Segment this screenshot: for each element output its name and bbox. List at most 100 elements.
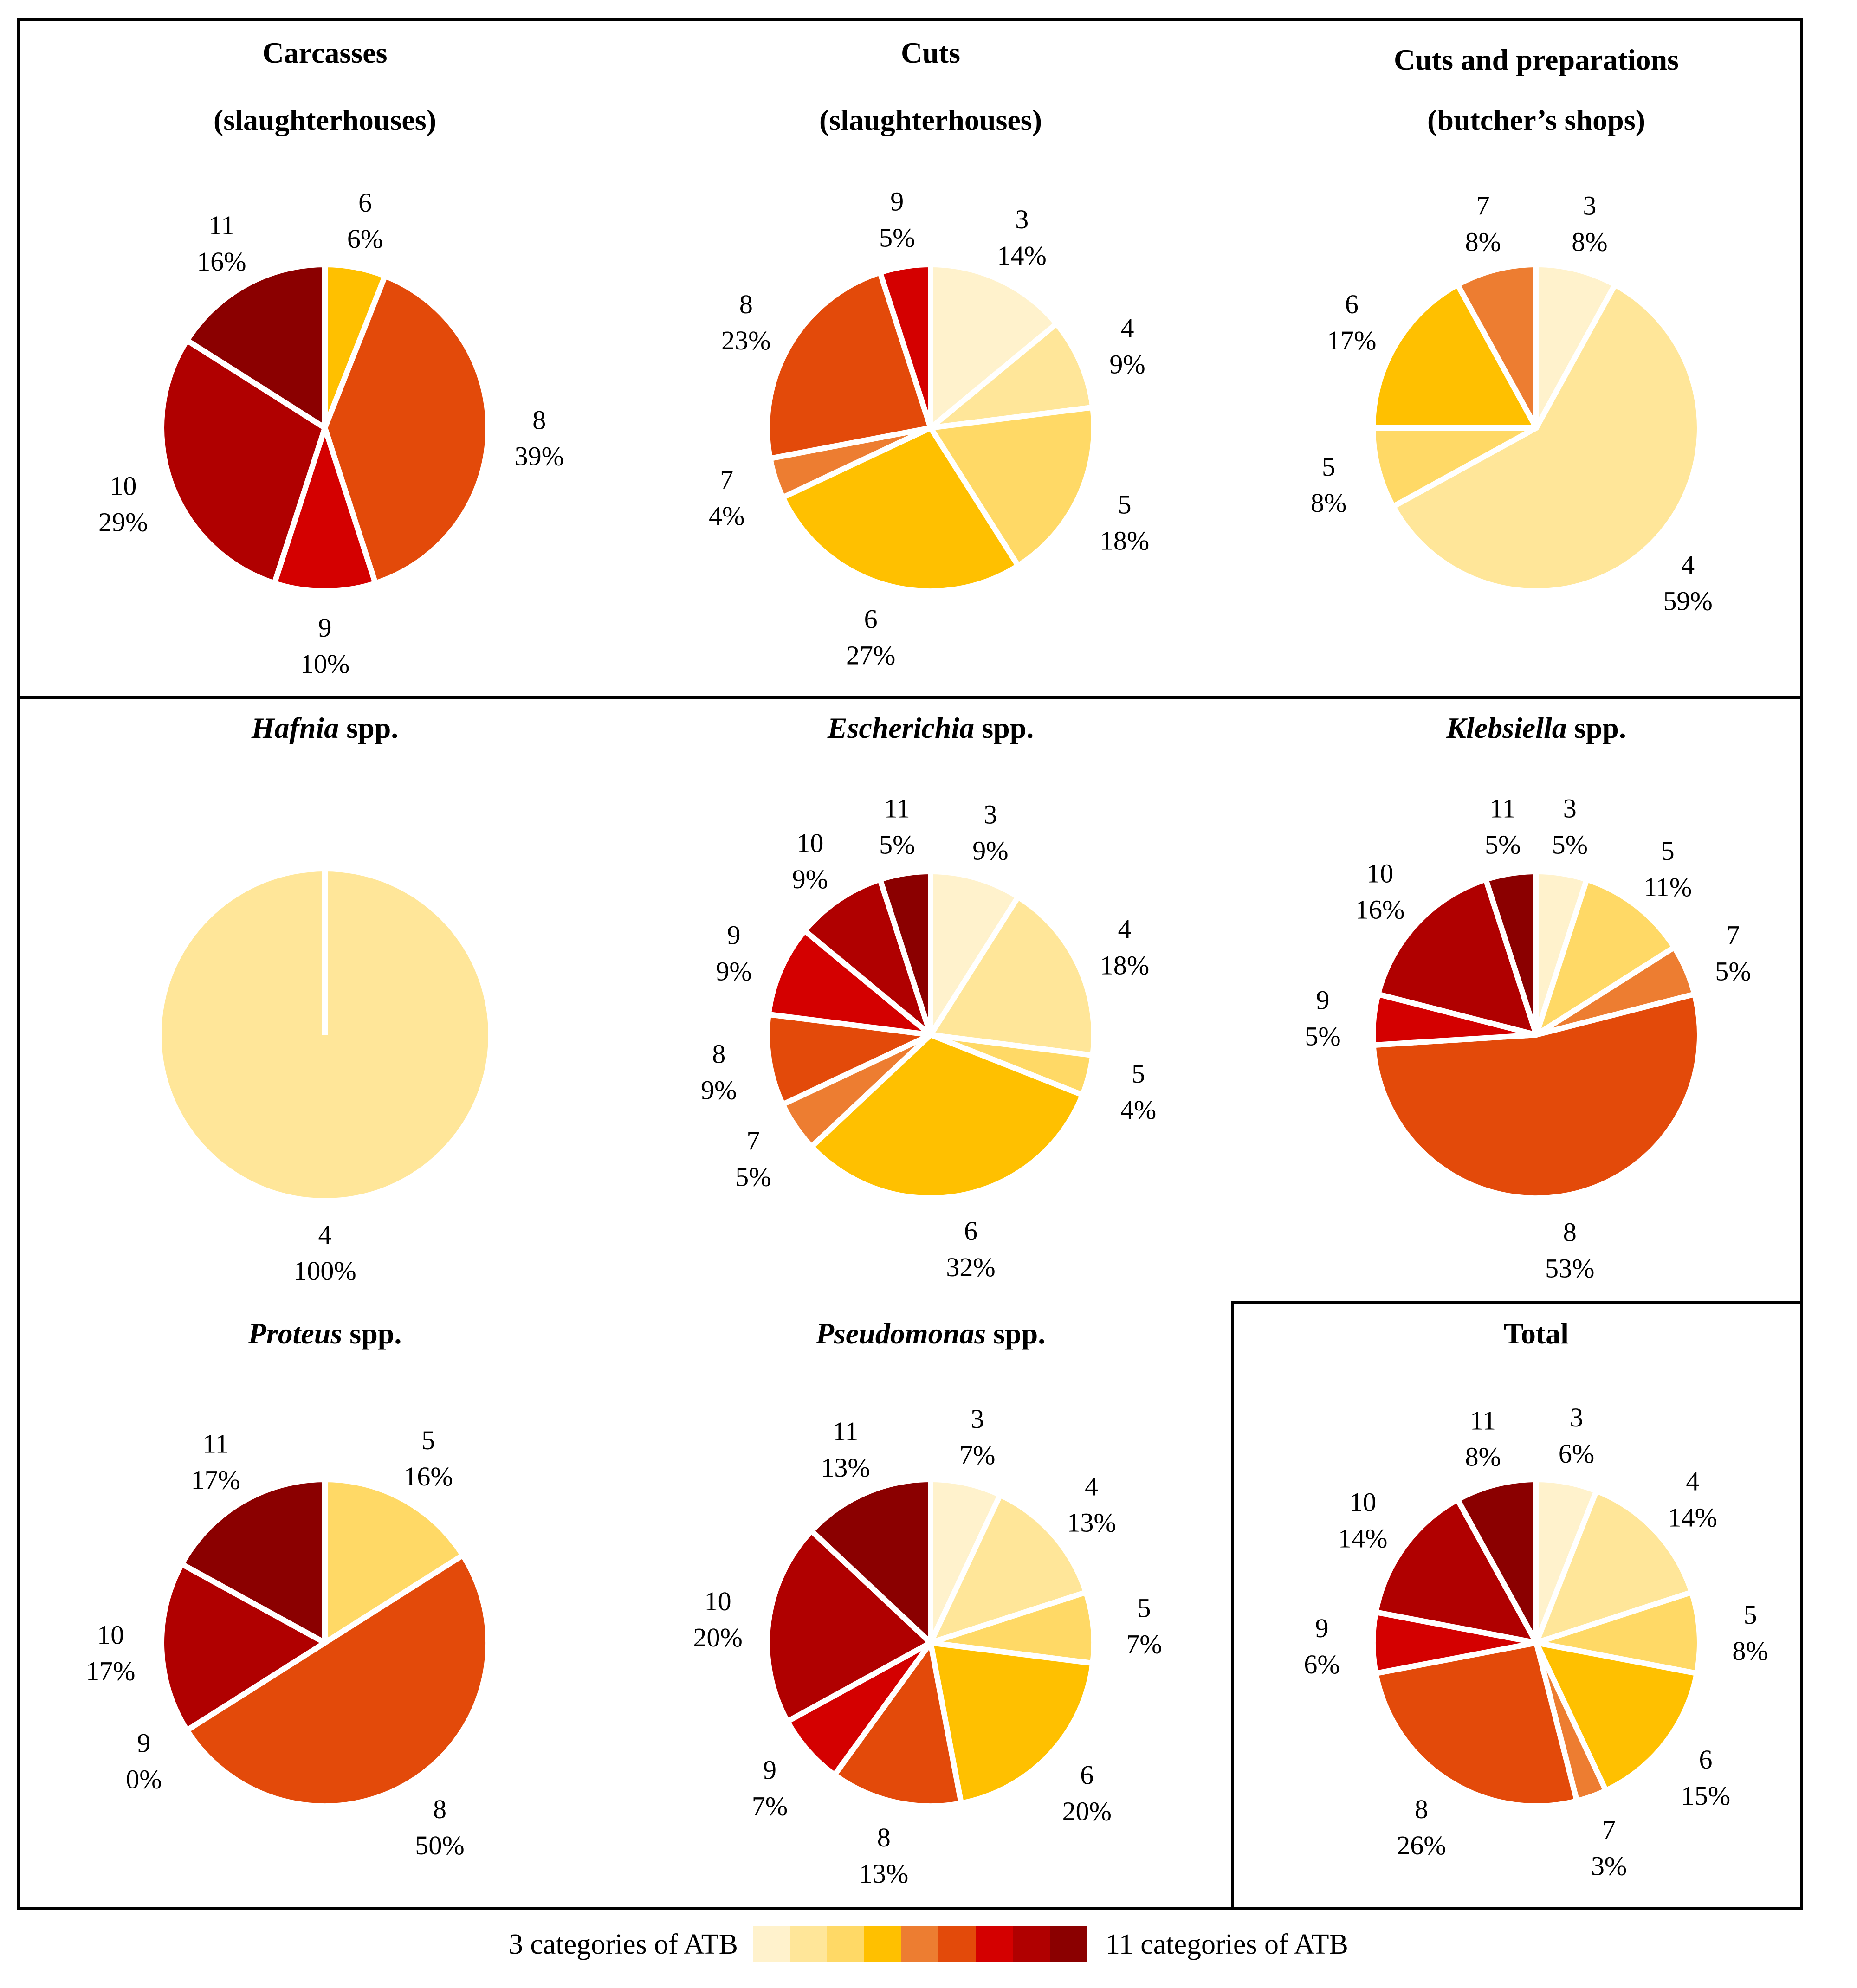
slice-label-percent: 53%	[1545, 1253, 1594, 1283]
pie-slice-11	[1483, 869, 1539, 1038]
slice-label-category: 10	[97, 1620, 124, 1650]
slice-label-category: 9	[318, 613, 332, 643]
slice-label-percent: 6%	[347, 224, 383, 254]
pie-slice-5	[1370, 425, 1539, 510]
pie-slice-4	[928, 321, 1096, 431]
pie-slice-7	[1455, 262, 1539, 431]
slice-label-category: 8	[433, 1794, 446, 1824]
slice-label-percent: 26%	[1397, 1830, 1446, 1860]
slice-label-percent: 13%	[859, 1859, 908, 1889]
chart-title-italic: Klebsiella	[1446, 711, 1567, 744]
pie-chart-1: Carcasses (slaughterhouses) 6 6% 8 39% 9 10% 10 2…	[98, 36, 564, 679]
pie-chart-8: Pseudomonas spp. 3 7% 4 13% 5 7% 6 20% 8 13% 9 7% 10 2…	[693, 1317, 1162, 1889]
legend-swatch-11	[1050, 1926, 1087, 1962]
slice-label-percent: 16%	[197, 246, 246, 277]
chart-subtitle: (slaughterhouses)	[214, 103, 436, 136]
chart-title: Cuts	[901, 36, 960, 69]
slice-label-percent: 11%	[1643, 872, 1692, 902]
slice-label-category: 11	[833, 1416, 859, 1446]
pie-chart-2: Cuts (slaughterhouses) 3 14% 4 9% 5 18% 6 27% 7 4% 8…	[709, 36, 1149, 671]
slice-label-category: 10	[796, 828, 823, 858]
chart-title-rest: spp.	[1567, 711, 1626, 744]
slice-label-category: 8	[1563, 1217, 1577, 1247]
slice-label-percent: 5%	[1485, 830, 1521, 860]
pie-slice-9	[272, 425, 378, 594]
pie-slice-8	[764, 270, 933, 461]
slice-label-percent: 5%	[735, 1162, 771, 1192]
slice-label-percent: 5%	[879, 830, 915, 860]
pie-slice-8	[832, 1640, 964, 1809]
slice-label-percent: 14%	[997, 240, 1047, 271]
pie-slice-11	[179, 1477, 328, 1646]
legend-swatch-7	[901, 1926, 938, 1962]
chart-title: Total	[1504, 1317, 1569, 1350]
pie-slice-9	[877, 262, 933, 431]
pie-slice-3	[928, 262, 1060, 431]
pie-slice-4	[928, 1492, 1089, 1646]
slice-label-percent: 5%	[1715, 956, 1751, 987]
slice-label-category: 4	[1085, 1471, 1098, 1501]
chart-title-rest: spp.	[974, 711, 1034, 744]
chart-title: Pseudomonas spp.	[815, 1317, 1045, 1350]
slice-label-category: 6	[1345, 289, 1359, 319]
slice-label-category: 6	[1080, 1760, 1093, 1790]
chart-title-rest: spp.	[342, 1317, 401, 1350]
slice-label-percent: 17%	[1327, 325, 1376, 355]
slice-label-category: 3	[1583, 191, 1596, 221]
slice-label-percent: 7%	[752, 1791, 788, 1821]
slice-label-category: 3	[971, 1404, 984, 1434]
slice-label-category: 5	[1137, 1593, 1151, 1623]
slice-label-percent: 8%	[1465, 1442, 1501, 1472]
chart-subtitle: (slaughterhouses)	[819, 103, 1042, 136]
slice-label-percent: 18%	[1100, 526, 1149, 556]
pie-slice-6	[780, 425, 1021, 594]
legend-swatch-9	[976, 1926, 1013, 1962]
pie-chart-6: Klebsiella spp. 3 5% 5 11% 7 5% 8 53% 9 5% 10 16% 11 5…	[1305, 711, 1751, 1283]
pie-slice-4	[928, 894, 1097, 1059]
slice-label-percent: 17%	[191, 1465, 240, 1495]
slice-label-category: 7	[720, 465, 733, 495]
slice-label-percent: 9%	[792, 864, 828, 894]
slice-label-category: 5	[1744, 1600, 1757, 1630]
pie-slice-5	[1533, 1589, 1702, 1676]
chart-title: Hafnia spp.	[251, 711, 399, 744]
slice-label-category: 8	[532, 405, 546, 435]
slice-label-category: 7	[1602, 1815, 1616, 1845]
slice-label-percent: 3%	[1591, 1851, 1627, 1881]
pie-slice-4	[1390, 282, 1702, 594]
pie-slice-5	[1533, 877, 1677, 1038]
slice-label-percent: 8%	[1465, 227, 1501, 257]
total-panel-frame	[1231, 1301, 1803, 1910]
pie-slice-8	[184, 1552, 492, 1809]
slice-label-category: 7	[1476, 191, 1490, 221]
pie-slice-9	[765, 928, 933, 1038]
pie-slice-5	[928, 404, 1097, 569]
slice-label-category: 3	[1015, 204, 1029, 234]
slice-label-percent: 50%	[415, 1830, 464, 1860]
pie-slice-11	[1455, 1477, 1539, 1646]
slice-label-percent: 18%	[1100, 950, 1149, 980]
slice-label-percent: 15%	[1681, 1781, 1730, 1811]
legend-swatch-5	[827, 1926, 864, 1962]
chart-title: Escherichia spp.	[827, 711, 1034, 744]
slice-label-category: 3	[983, 799, 997, 829]
slice-label-category: 10	[110, 471, 136, 501]
slice-label-category: 5	[1118, 490, 1132, 520]
slice-label-category: 8	[739, 289, 753, 319]
pie-chart-4: Hafnia spp. 4 100%	[162, 711, 488, 1286]
slice-label-category: 11	[884, 794, 910, 824]
slice-label-percent: 9%	[701, 1075, 737, 1105]
slice-label-category: 9	[890, 187, 904, 217]
slice-label-category: 7	[1727, 920, 1740, 950]
pie-chart-5: Escherichia spp. 3 9% 4 18% 5 4% 6 32% 7 5% 8 9% 9 9% 1…	[701, 711, 1156, 1282]
pie-slice-11	[184, 262, 328, 431]
slice-label-category: 8	[712, 1039, 725, 1069]
legend-swatch-6	[864, 1926, 901, 1962]
pie-slice-10	[802, 877, 933, 1038]
chart-subtitle: (butcher’s shops)	[1427, 103, 1645, 136]
chart-title: Cuts and preparations	[1394, 43, 1679, 76]
slice-label-category: 4	[318, 1220, 332, 1250]
pie-slice-11	[877, 869, 933, 1038]
slice-label-category: 11	[203, 1428, 229, 1459]
